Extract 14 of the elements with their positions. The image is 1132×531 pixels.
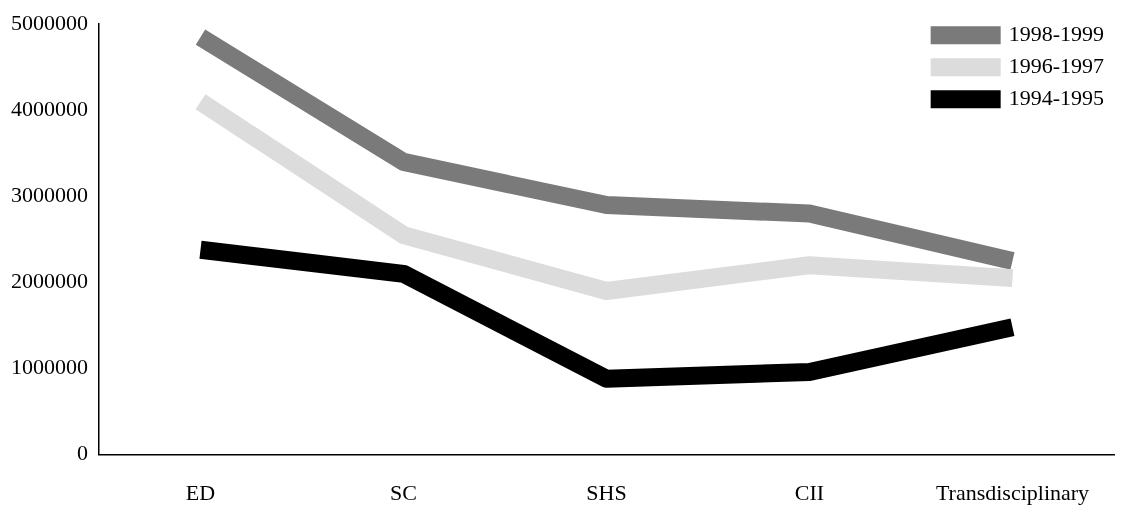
y-tick-label: 2000000 xyxy=(11,268,88,294)
x-tick-label: SC xyxy=(390,479,417,505)
legend-label: 1994-1995 xyxy=(1008,84,1104,110)
y-tick-label: 4000000 xyxy=(11,96,88,122)
x-tick-label: CII xyxy=(794,479,825,505)
x-tick-label: Transdisciplinary xyxy=(935,479,1090,505)
legend-label: 1998-1999 xyxy=(1008,20,1104,46)
legend-label: 1996-1997 xyxy=(1008,52,1104,78)
x-tick-label: SHS xyxy=(586,479,627,505)
y-tick-label: 3000000 xyxy=(11,182,88,208)
x-tick-label: ED xyxy=(185,479,216,505)
y-tick-label: 1000000 xyxy=(11,354,88,380)
y-tick-label: 5000000 xyxy=(11,9,88,35)
y-tick-label: 0 xyxy=(77,440,88,466)
